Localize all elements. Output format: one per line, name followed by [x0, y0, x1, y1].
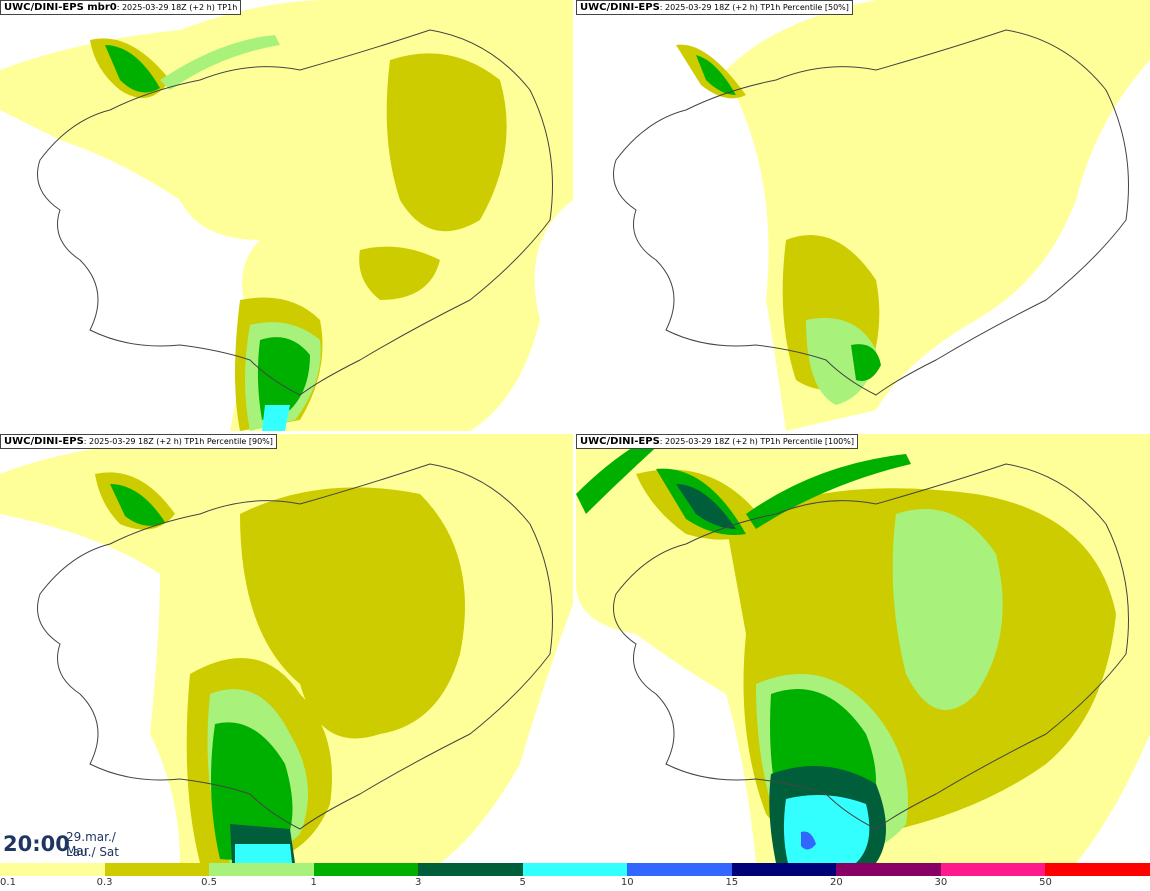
- precip-area-heavy: [892, 509, 1003, 710]
- precip-band: [160, 35, 280, 90]
- precip-area-heavy: [806, 318, 876, 405]
- model-name: UWC/DINI-EPS: [580, 436, 660, 447]
- legend-swatch: [104, 863, 210, 876]
- coastline: [37, 463, 553, 830]
- legend-label: 0.5: [201, 877, 218, 888]
- precip-area-heavy: [257, 337, 310, 420]
- precip-map: [0, 434, 573, 863]
- map-panel-p90: UWC/DINI-EPS: 2025-03-29 18Z (+2 h) TP1h…: [0, 434, 573, 863]
- panel-divider: [0, 431, 1150, 434]
- map-panel-p100: UWC/DINI-EPS: 2025-03-29 18Z (+2 h) TP1h…: [576, 434, 1150, 863]
- legend-labels: 0.1 0.3 0.5 1 3 5 10 15 20 30 50: [0, 877, 1150, 891]
- panel-title: UWC/DINI-EPS: 2025-03-29 18Z (+2 h) TP1h…: [576, 434, 858, 449]
- coastline: [613, 29, 1129, 396]
- panel-subtitle: : 2025-03-29 18Z (+2 h) TP1h Percentile …: [83, 437, 273, 446]
- legend-swatch: [627, 863, 732, 876]
- precip-band: [576, 434, 671, 514]
- precip-area-light: [726, 0, 1150, 431]
- precip-area-moderate: [359, 246, 440, 300]
- panel-title: UWC/DINI-EPS: 2025-03-29 18Z (+2 h) TP1h…: [0, 434, 277, 449]
- valid-time: 20:00: [3, 832, 70, 856]
- map-panel-p50: UWC/DINI-EPS: 2025-03-29 18Z (+2 h) TP1h…: [576, 0, 1150, 431]
- legend-swatch: [209, 863, 314, 876]
- coastline: [613, 463, 1129, 830]
- valid-time-box: 20:00 29.mar./ Mar Lau./ Sat: [0, 826, 140, 862]
- legend-label: 20: [829, 877, 843, 888]
- precip-map: [0, 0, 573, 431]
- panel-title: UWC/DINI-EPS: 2025-03-29 18Z (+2 h) TP1h…: [576, 0, 853, 15]
- precip-area-very-heavy: [676, 484, 736, 529]
- precip-area-heavy: [696, 55, 736, 95]
- legend-label: 0.3: [96, 877, 113, 888]
- precip-area-extreme: [783, 795, 870, 863]
- precip-area-heavy: [851, 344, 881, 381]
- precip-map: [576, 434, 1150, 863]
- model-name: UWC/DINI-EPS: [4, 436, 84, 447]
- precip-area-extreme: [235, 844, 292, 863]
- panel-subtitle: : 2025-03-29 18Z (+2 h) TP1h Percentile …: [659, 437, 854, 446]
- precip-area-heavy: [105, 45, 160, 93]
- valid-date-line1: 29.mar./ Mar: [66, 830, 116, 858]
- coastline: [37, 29, 553, 396]
- legend-swatch: [313, 863, 419, 876]
- panel-subtitle: : 2025-03-29 18Z (+2 h) TP1h Percentile …: [659, 3, 849, 12]
- legend-swatch: [418, 863, 523, 876]
- model-name: UWC/DINI-EPS: [580, 2, 660, 13]
- precip-area-moderate: [240, 487, 465, 739]
- legend-label: 50: [1039, 877, 1052, 888]
- model-name: UWC/DINI-EPS mbr0: [4, 2, 117, 13]
- panel-subtitle: : 2025-03-29 18Z (+2 h) TP1h: [116, 3, 238, 12]
- legend-label: 3: [414, 877, 422, 888]
- color-legend: [0, 863, 1150, 876]
- legend-label: 1: [310, 877, 317, 888]
- map-panel-member0: UWC/DINI-EPS mbr0: 2025-03-29 18Z (+2 h)…: [0, 0, 573, 431]
- legend-swatch: [522, 863, 628, 876]
- precip-area-extreme: [801, 831, 816, 850]
- precip-area-heavy: [110, 484, 165, 526]
- panel-title: UWC/DINI-EPS mbr0: 2025-03-29 18Z (+2 h)…: [0, 0, 242, 15]
- legend-label: 0.1: [0, 877, 16, 888]
- legend-swatch: [0, 863, 105, 876]
- precip-area-moderate: [386, 53, 507, 232]
- legend-swatch: [836, 863, 941, 876]
- legend-swatch: [940, 863, 1046, 876]
- legend-label: 15: [725, 877, 739, 888]
- legend-label: 10: [620, 877, 634, 888]
- legend-label: 5: [519, 877, 526, 888]
- legend-swatch: [1045, 863, 1150, 876]
- legend-label: 30: [934, 877, 948, 888]
- valid-date-line2: Lau./ Sat: [66, 845, 119, 859]
- legend-swatch: [731, 863, 837, 876]
- precip-area-very-heavy: [262, 405, 290, 431]
- precip-map: [613, 0, 1150, 431]
